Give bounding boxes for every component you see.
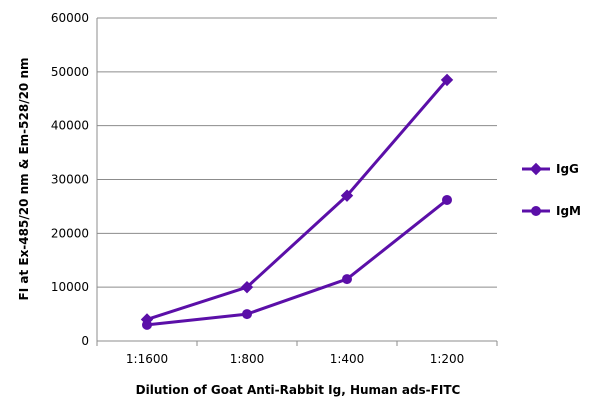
y-tick-labels: 0 10000 20000 30000 40000 50000 60000 (51, 11, 89, 348)
x-tick-label: 1:200 (430, 352, 465, 366)
data-point-igm (142, 319, 152, 330)
legend-entry-igm: IgM (522, 204, 581, 218)
legend-marker (531, 206, 541, 216)
data-point-igg (340, 189, 354, 202)
x-tick-label: 1:800 (230, 352, 265, 366)
gridlines (97, 17, 497, 288)
legend: IgG IgM (522, 162, 581, 218)
data-point-igg (440, 73, 454, 87)
data-point-igg (240, 280, 254, 294)
y-tick-label: 0 (81, 334, 89, 348)
data-point-igm (342, 274, 352, 285)
x-tick-labels: 1:1600 1:800 1:400 1:200 (126, 352, 464, 366)
x-axis-title: Dilution of Goat Anti-Rabbit Ig, Human a… (136, 383, 461, 397)
data-point-igm (442, 194, 452, 205)
y-tick-label: 50000 (51, 65, 89, 79)
legend-entry-igg: IgG (522, 162, 579, 176)
series-igm (142, 194, 452, 330)
series (140, 73, 454, 330)
legend-label: IgG (556, 162, 579, 176)
axes (96, 18, 498, 346)
series-line-igg (146, 78, 449, 321)
y-tick-label: 20000 (51, 226, 89, 240)
x-tick-label: 1:400 (330, 352, 365, 366)
legend-label: IgM (556, 204, 581, 218)
x-tick-label: 1:1600 (126, 352, 168, 366)
y-tick-label: 60000 (51, 11, 89, 25)
series-igg (140, 73, 454, 326)
y-axis-title: FI at Ex-485/20 nm & Em-528/20 nm (17, 58, 31, 301)
legend-marker (529, 162, 543, 176)
y-tick-label: 10000 (51, 280, 89, 294)
y-tick-label: 30000 (51, 173, 89, 187)
y-tick-label: 40000 (51, 119, 89, 133)
series-line-igm (146, 198, 448, 327)
data-point-igm (242, 309, 252, 320)
